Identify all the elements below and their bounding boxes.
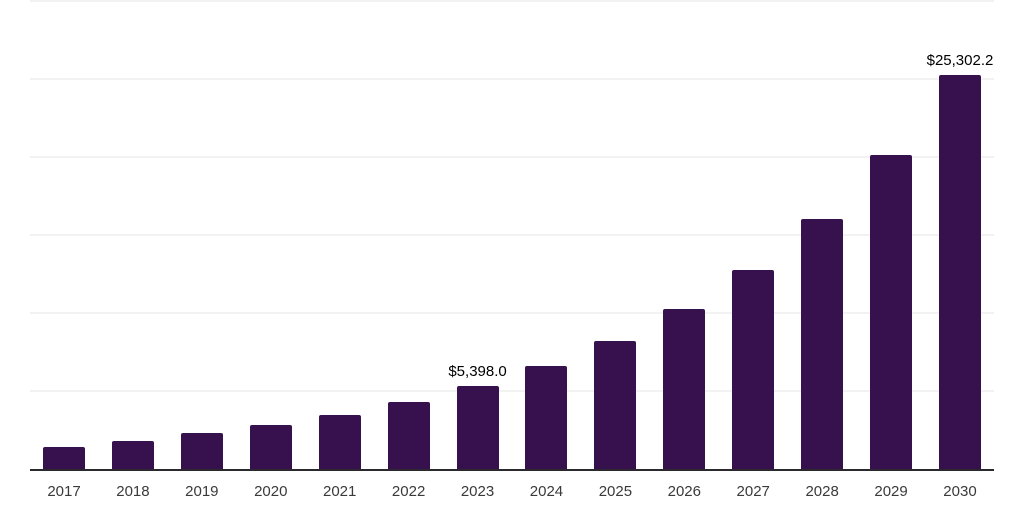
- gridline: [30, 156, 994, 158]
- bar-2027: [732, 270, 775, 470]
- x-axis-label-2025: 2025: [598, 483, 633, 500]
- x-axis-label-2027: 2027: [736, 483, 770, 500]
- gridline: [30, 234, 994, 236]
- bar-2018: [111, 440, 154, 470]
- bar-2026: [663, 309, 706, 470]
- bar-value-label-2023: $5,398.0: [448, 362, 507, 380]
- bar-value-label-2030: $25,302.2: [926, 52, 994, 70]
- plot-area: $5,398.0 $25,302.2: [30, 0, 994, 470]
- bar-2022: [387, 402, 430, 470]
- bar-2024: [525, 365, 568, 470]
- x-axis-label-2023: 2023: [460, 483, 495, 500]
- x-axis-label-2030: 2030: [943, 483, 977, 500]
- bar-2023: $5,398.0: [448, 363, 507, 470]
- x-axis-label-2024: 2024: [529, 483, 564, 500]
- gridlines: [30, 0, 994, 470]
- bar-2021: [318, 415, 361, 470]
- bar-2017: [43, 446, 85, 470]
- gridline: [30, 0, 994, 2]
- bar-2029: [870, 154, 913, 470]
- x-axis-label-2022: 2022: [391, 483, 426, 500]
- bar-2025: [594, 340, 637, 470]
- x-axis-line: [30, 469, 994, 471]
- gridline: [30, 78, 994, 80]
- gridline: [30, 312, 994, 314]
- x-axis-label-2018: 2018: [116, 483, 150, 500]
- x-axis-labels: 2017 2018 2019 2020 2021 2022 2023 2024 2025 2026…: [30, 483, 994, 500]
- x-axis-label-2017: 2017: [47, 483, 81, 500]
- x-axis-label-2021: 2021: [323, 483, 357, 500]
- plot-bars: $5,398.0 $25,302.2: [30, 2, 994, 470]
- gridline: [30, 390, 994, 392]
- bar-2020: [249, 424, 292, 470]
- bar-2019: [180, 433, 223, 470]
- x-axis-label-2020: 2020: [254, 483, 288, 500]
- x-axis-label-2028: 2028: [805, 483, 839, 500]
- bar-2028: [801, 218, 844, 470]
- x-axis-label-2026: 2026: [667, 483, 701, 500]
- x-axis-label-2029: 2029: [874, 483, 908, 500]
- x-axis-label-2019: 2019: [185, 483, 219, 500]
- bar-2030: $25,302.2: [927, 52, 993, 470]
